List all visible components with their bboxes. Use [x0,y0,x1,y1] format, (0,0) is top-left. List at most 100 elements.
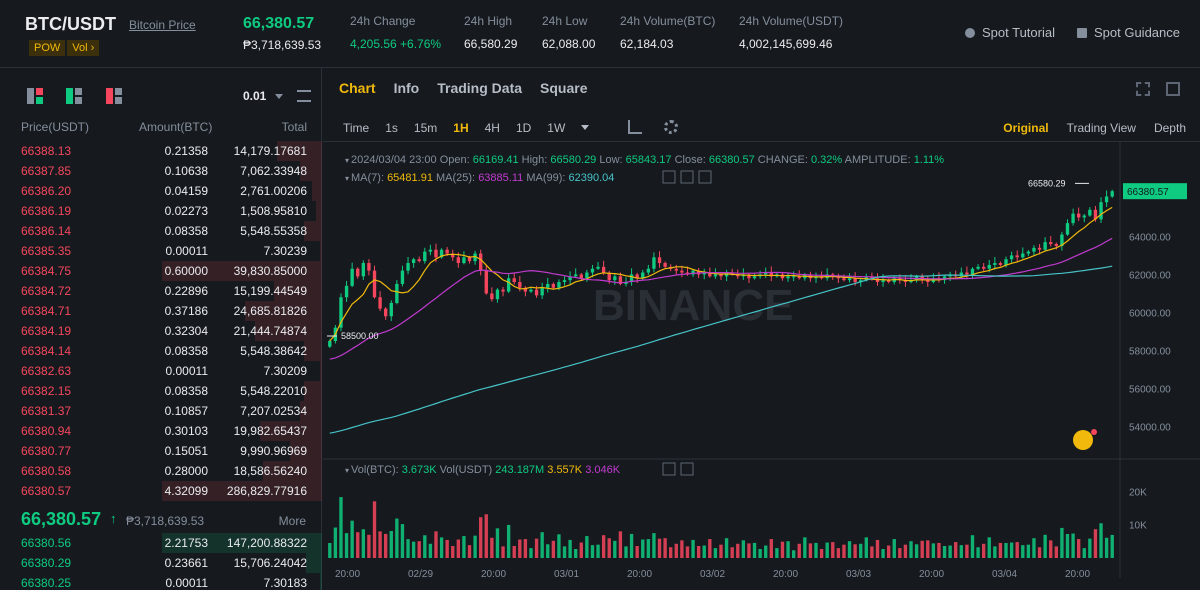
candle-body [736,274,740,277]
row-amount: 0.08358 [164,344,208,358]
orderbook-row[interactable]: 66384.75 0.60000 39,830.85000 [0,261,322,281]
expand-icon[interactable] [1136,82,1150,96]
vol-tag[interactable]: Vol › [67,40,100,56]
orderbook-row[interactable]: 66380.94 0.30103 19,982.65437 [0,421,322,441]
pair-title[interactable]: BTC/USDT [25,14,116,34]
orderbook-row[interactable]: 66386.19 0.02273 1,508.95810 [0,201,322,221]
both-sides-view-icon[interactable] [27,88,43,104]
tab-trading-data[interactable]: Trading Data [437,80,523,96]
more-link[interactable]: More [278,514,306,528]
volume-bar [853,544,857,558]
orderbook-row[interactable]: 66384.19 0.32304 21,444.74874 [0,321,322,341]
candle-body [367,263,371,271]
spot-guidance-link[interactable]: Spot Guidance [1076,25,1180,40]
tab-info[interactable]: Info [393,80,420,96]
stat-24h-high: 24h High 66,580.29 [464,14,518,51]
orderbook-row[interactable]: 66380.58 0.28000 18,586.56240 [0,461,322,481]
view-depth[interactable]: Depth [1153,121,1186,135]
tf-1d[interactable]: 1D [515,121,532,135]
asks-only-view-icon[interactable] [106,88,122,104]
time-tick-label: 20:00 [773,569,798,580]
pow-tag[interactable]: POW [29,40,66,56]
settings-icon [680,462,694,476]
orderbook-row[interactable]: 66384.71 0.37186 24,685.81826 [0,301,322,321]
tf-1h[interactable]: 1H [453,121,469,135]
orderbook-row[interactable]: 66380.57 4.32099 286,829.77916 [0,481,322,501]
tab-chart[interactable]: Chart [339,80,376,96]
gear-icon[interactable] [664,120,678,134]
current-price-badge [1123,183,1187,200]
candle-body [853,278,857,283]
chevron-down-icon[interactable] [275,94,283,99]
candle-body [1049,242,1053,245]
orderbook-row[interactable]: 66387.85 0.10638 7,062.33948 [0,161,322,181]
volume-bar [724,538,729,558]
candle-body [601,266,606,273]
bitcoin-price-link[interactable]: Bitcoin Price [129,18,196,32]
orderbook-row[interactable]: 66381.37 0.10857 7,207.02534 [0,401,322,421]
tf-4h[interactable]: 4H [484,121,500,135]
orderbook-row[interactable]: 66380.25 0.00011 7.30183 [0,573,322,590]
orderbook-row[interactable]: 66380.29 0.23661 15,706.24042 [0,553,322,573]
view-original[interactable]: Original [1003,121,1049,135]
row-price: 66380.58 [21,464,72,478]
spot-tutorial-link[interactable]: Spot Tutorial [964,25,1055,40]
candlestick-chart[interactable]: BINANCE 64000.00 62000.00 60000.00 58000.00 5… [323,68,1200,590]
tab-square[interactable]: Square [540,80,588,96]
tf-1w[interactable]: 1W [547,121,566,135]
mid-price: 66,380.57 [21,509,102,529]
bids-only-view-icon[interactable] [66,88,82,104]
candle-body [702,272,706,275]
tick-size-select[interactable]: 0.01 [243,89,267,103]
orderbook-row[interactable]: 66380.56 2.21753 147,200.88322 [0,533,322,553]
volume-bar [590,545,595,558]
orderbook-row[interactable]: 66386.20 0.04159 2,761.00206 [0,181,322,201]
orderbook-row[interactable]: 66386.14 0.08358 5,548.55358 [0,221,322,241]
row-price: 66380.56 [21,536,72,550]
row-total: 24,685.81826 [233,304,307,318]
depth-bar [320,241,322,261]
orderbook-row[interactable]: 66384.14 0.08358 5,548.38642 [0,341,322,361]
candle-body [786,276,790,279]
ma99-line [329,265,1113,434]
settings-sliders-icon[interactable] [297,90,311,102]
volume-bar [825,542,829,558]
eye-icon [662,170,676,184]
chevron-down-icon[interactable] [581,125,590,130]
volume-bar [372,501,377,558]
candle-body [1037,247,1042,250]
indicator-icon[interactable] [628,120,642,134]
candle-body [859,280,863,283]
row-amount: 4.32099 [164,484,208,498]
price-tick-label: 62000.00 [1129,270,1171,281]
view-trading-view[interactable]: Trading View [1066,121,1136,135]
volume-bar [339,497,343,558]
eye-icon [662,462,676,476]
volume-bar [1009,542,1014,558]
orderbook-row[interactable]: 66385.35 0.00011 7.30239 [0,241,322,261]
candle-body [1004,259,1008,265]
orderbook-row[interactable]: 66380.77 0.15051 9,990.96969 [0,441,322,461]
grid-layout-icon[interactable] [1166,82,1180,96]
tf-1s[interactable]: 1s [385,121,398,135]
orderbook-row[interactable]: 66388.13 0.21358 14,179.17681 [0,141,322,161]
last-price-fiat: ₱3,718,639.53 [243,38,322,52]
candle-body [350,268,354,286]
row-price: 66384.72 [21,284,72,298]
orderbook-row[interactable]: 66384.72 0.22896 15,199.44549 [0,281,322,301]
candle-body [590,268,595,273]
candle-body [473,253,477,262]
tf-time[interactable]: Time [343,121,370,135]
time-tick-label: 03/01 [554,569,579,580]
volume-bar [579,542,583,558]
volume-bar [568,539,572,558]
volume-bar [987,537,991,558]
candle-body [328,340,332,347]
orderbook-row[interactable]: 66382.15 0.08358 5,548.22010 [0,381,322,401]
orderbook-row[interactable]: 66382.63 0.00011 7.30209 [0,361,322,381]
tf-15m[interactable]: 15m [413,121,438,135]
candle-body [378,297,382,309]
candle-body [730,272,734,275]
volume-tick-label: 20K [1129,487,1147,498]
volume-bar [752,542,757,558]
